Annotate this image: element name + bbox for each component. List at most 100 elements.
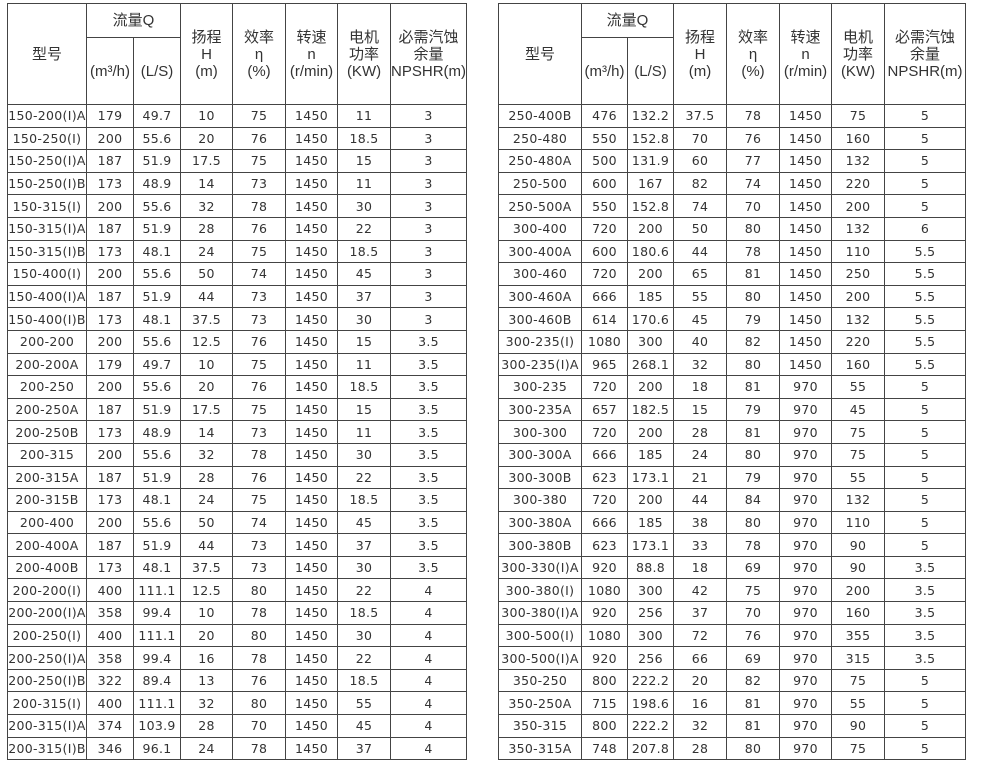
cell-flow-ls: 111.1 [132, 623, 182, 648]
cell-model: 200-315A [7, 465, 87, 490]
cell-efficiency: 80 [726, 216, 781, 241]
cell-flow-ls: 200 [626, 420, 675, 444]
table-row: 200-200(I) 400 111.1 12.5 80 1450 22 4 [7, 578, 468, 603]
cell-head: 65 [673, 262, 728, 286]
table-row: 200-250(I)A 358 99.4 16 78 1450 22 4 [7, 646, 468, 670]
cell-model: 350-315 [498, 714, 582, 738]
cell-npshr: 5 [884, 533, 967, 557]
header-speed-label: 转速 [790, 28, 821, 46]
table-row: 200-200A 179 49.7 10 75 1450 11 3.5 [7, 352, 468, 377]
cell-model: 250-500A [498, 194, 582, 218]
cell-head: 28 [673, 736, 728, 761]
table-row: 300-380B 623 173.1 33 78 970 90 5 [498, 533, 967, 557]
cell-model: 200-250(I)A [7, 646, 87, 670]
cell-model: 150-200(I)A [7, 104, 87, 128]
cell-motor-power: 30 [337, 442, 392, 467]
cell-head: 10 [180, 352, 234, 377]
cell-speed: 1450 [285, 736, 339, 761]
cell-head: 32 [673, 352, 728, 377]
cell-flow-m3h: 179 [86, 352, 134, 377]
cell-npshr: 4 [390, 714, 468, 738]
cell-npshr: 3.5 [884, 623, 967, 648]
cell-motor-power: 30 [337, 307, 392, 331]
cell-efficiency: 75 [232, 104, 287, 128]
table-row: 150-400(I) 200 55.6 50 74 1450 45 3 [7, 262, 468, 286]
cell-model: 150-400(I)B [7, 307, 87, 331]
header-npsh-label2: 余量 [413, 45, 444, 63]
table-row: 200-315A 187 51.9 28 76 1450 22 3.5 [7, 465, 468, 490]
cell-npshr: 5 [884, 194, 967, 218]
cell-head: 15 [673, 397, 728, 422]
cell-efficiency: 76 [232, 329, 287, 354]
header-speed-symbol: n [801, 45, 810, 63]
cell-flow-m3h: 200 [86, 126, 134, 151]
cell-speed: 1450 [285, 397, 339, 422]
cell-efficiency: 84 [726, 488, 781, 512]
cell-efficiency: 74 [232, 262, 287, 286]
table-row: 250-500 600 167 82 74 1450 220 5 [498, 171, 967, 196]
cell-head: 32 [180, 691, 234, 716]
table-row: 200-315(I) 400 111.1 32 80 1450 55 4 [7, 691, 468, 716]
table-row: 200-315 200 55.6 32 78 1450 30 3.5 [7, 442, 468, 467]
cell-head: 44 [180, 284, 234, 309]
cell-head: 16 [673, 691, 728, 716]
table-row: 250-400B 476 132.2 37.5 78 1450 75 5 [498, 104, 967, 128]
cell-motor-power: 37 [337, 533, 392, 557]
table-body: 250-400B 476 132.2 37.5 78 1450 75 5 250-480 550 1… [498, 104, 967, 761]
table-row: 200-315(I)B 346 96.1 24 78 1450 37 4 [7, 736, 468, 761]
cell-motor-power: 75 [831, 104, 886, 128]
cell-flow-ls: 48.9 [132, 420, 182, 444]
cell-flow-m3h: 720 [581, 216, 628, 241]
table-row: 300-460B 614 170.6 45 79 1450 132 5.5 [498, 307, 967, 331]
table-row: 200-200 200 55.6 12.5 76 1450 15 3.5 [7, 329, 468, 354]
cell-flow-ls: 51.9 [132, 149, 182, 173]
cell-flow-m3h: 657 [581, 397, 628, 422]
table-row: 300-460 720 200 65 81 1450 250 5.5 [498, 262, 967, 286]
cell-model: 300-330(I)A [498, 555, 582, 580]
cell-flow-m3h: 720 [581, 488, 628, 512]
cell-efficiency: 74 [232, 510, 287, 535]
cell-flow-m3h: 173 [86, 171, 134, 196]
cell-head: 12.5 [180, 578, 234, 603]
cell-model: 300-235A [498, 397, 582, 422]
cell-model: 200-250 [7, 375, 87, 399]
cell-motor-power: 11 [337, 420, 392, 444]
table-body: 150-200(I)A 179 49.7 10 75 1450 11 3 150-250(I) 2… [7, 104, 468, 761]
header-head-symbol: H [694, 45, 706, 63]
cell-npshr: 3.5 [390, 352, 468, 377]
cell-motor-power: 45 [337, 714, 392, 738]
cell-npshr: 3.5 [390, 329, 468, 354]
cell-flow-ls: 173.1 [626, 533, 675, 557]
cell-npshr: 3.5 [390, 465, 468, 490]
cell-model: 200-250B [7, 420, 87, 444]
cell-model: 200-315(I)A [7, 714, 87, 738]
header-npsh-label: 必需汽蚀 [895, 28, 956, 46]
cell-npshr: 5 [884, 465, 967, 490]
header-power-label: 电机 [349, 28, 380, 46]
cell-motor-power: 132 [831, 307, 886, 331]
cell-speed: 1450 [285, 555, 339, 580]
cell-speed: 1450 [285, 578, 339, 603]
cell-npshr: 3.5 [884, 555, 967, 580]
cell-flow-m3h: 187 [86, 149, 134, 173]
table-row: 150-400(I)B 173 48.1 37.5 73 1450 30 3 [7, 307, 468, 331]
header-eff-unit: (%) [247, 62, 271, 80]
cell-motor-power: 132 [831, 216, 886, 241]
cell-flow-m3h: 346 [86, 736, 134, 761]
cell-flow-m3h: 920 [581, 601, 628, 625]
header-head-label: 扬程 [191, 28, 222, 46]
header-speed-unit: (r/min) [783, 62, 828, 80]
cell-npshr: 3.5 [390, 555, 468, 580]
cell-model: 150-315(I)A [7, 216, 87, 241]
cell-motor-power: 11 [337, 171, 392, 196]
cell-head: 13 [180, 668, 234, 693]
cell-head: 32 [180, 442, 234, 467]
table-row: 150-200(I)A 179 49.7 10 75 1450 11 3 [7, 104, 468, 128]
cell-efficiency: 70 [726, 601, 781, 625]
table-row: 300-235(I)A 965 268.1 32 80 1450 160 5.5 [498, 352, 967, 377]
table-row: 150-250(I) 200 55.6 20 76 1450 18.5 3 [7, 126, 468, 151]
cell-speed: 970 [779, 578, 833, 603]
cell-speed: 970 [779, 420, 833, 444]
cell-efficiency: 77 [726, 149, 781, 173]
cell-flow-m3h: 600 [581, 239, 628, 264]
